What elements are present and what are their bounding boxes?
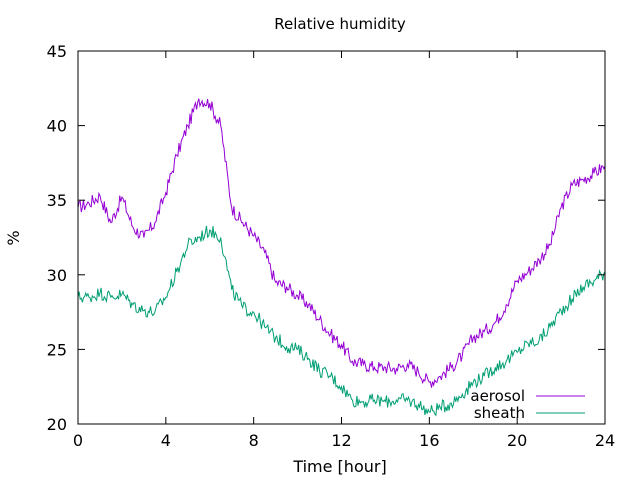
y-axis-label: % xyxy=(4,230,23,245)
y-tick-label: 35 xyxy=(47,191,67,210)
x-tick-label: 12 xyxy=(331,431,351,450)
x-tick-label: 0 xyxy=(73,431,83,450)
y-tick-label: 45 xyxy=(47,42,67,61)
y-tick-label: 20 xyxy=(47,415,67,434)
y-tick-label: 30 xyxy=(47,266,67,285)
x-tick-label: 8 xyxy=(249,431,259,450)
legend-label-sheath: sheath xyxy=(474,404,525,422)
legend-label-aerosol: aerosol xyxy=(470,387,525,405)
series-layer xyxy=(77,98,606,417)
chart-title: Relative humidity xyxy=(274,15,406,33)
x-tick-label: 16 xyxy=(419,431,439,450)
series-line-aerosol xyxy=(77,98,606,388)
x-tick-label: 4 xyxy=(161,431,171,450)
series-line-sheath xyxy=(77,225,606,417)
x-tick-label: 24 xyxy=(595,431,615,450)
y-tick-label: 40 xyxy=(47,117,67,136)
x-axis-label: Time [hour] xyxy=(292,457,386,476)
plot-border xyxy=(77,50,606,425)
axes-layer: 0 4 8 12 16 20 24 20 25 30 35 40 45 xyxy=(47,42,616,450)
x-tick-label: 20 xyxy=(507,431,527,450)
y-tick-label: 25 xyxy=(47,340,67,359)
